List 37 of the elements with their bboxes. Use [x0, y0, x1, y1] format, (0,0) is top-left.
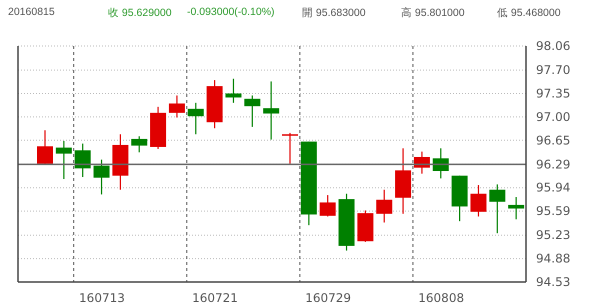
- y-tick-label: 97.70: [536, 63, 570, 78]
- x-tick-label: 160713: [79, 291, 125, 305]
- x-tick-label: 160721: [192, 291, 238, 305]
- x-tick-label: 160729: [305, 291, 352, 305]
- candlestick: [131, 136, 148, 153]
- text: -0.093000(-0.10%): [187, 6, 275, 18]
- candlestick: [263, 80, 280, 140]
- candlestick: [508, 196, 524, 220]
- y-tick-label: 95.23: [536, 228, 570, 242]
- candlestick: [188, 102, 204, 135]
- candlestick: [376, 189, 392, 224]
- candlestick: [74, 143, 91, 178]
- text: 低 95.468000: [497, 6, 561, 20]
- candlestick: [320, 194, 336, 218]
- candlestick: [168, 94, 185, 118]
- y-tick-label: 96.65: [536, 133, 570, 148]
- candlestick: [282, 132, 298, 164]
- candlestick: [244, 94, 260, 128]
- text: 開 95.683000: [302, 6, 366, 20]
- x-tick-label: 160808: [418, 291, 464, 305]
- candlestick: [56, 140, 72, 180]
- text: 高 95.801000: [401, 6, 465, 20]
- y-tick-label: 95.59: [536, 204, 570, 218]
- candlestick: [470, 184, 486, 218]
- y-tick-label: 94.88: [536, 252, 570, 266]
- y-tick-label: 98.06: [536, 39, 570, 53]
- y-tick-label: 97.00: [536, 110, 570, 124]
- candlestick: [489, 184, 506, 234]
- y-tick-label: 95.94: [536, 180, 570, 195]
- text: 20160815: [8, 6, 55, 18]
- candlestick: [225, 78, 242, 104]
- candlestick: [37, 130, 53, 166]
- candlestick: [94, 159, 110, 196]
- text: 收 95.629000: [108, 6, 172, 20]
- y-tick-label: 97.35: [536, 86, 570, 100]
- y-tick-label: 94.53: [536, 275, 570, 289]
- y-tick-label: 96.29: [536, 157, 570, 172]
